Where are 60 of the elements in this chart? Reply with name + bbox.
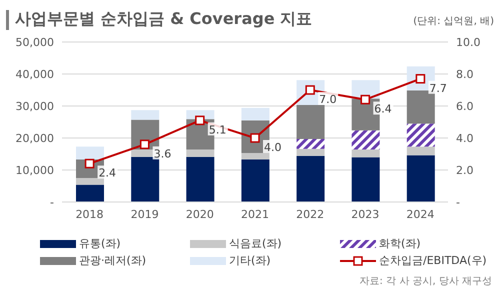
bar — [296, 148, 325, 156]
bar — [186, 150, 214, 157]
point — [84, 158, 94, 168]
y-tick-label: 50,000 — [16, 36, 54, 49]
text: 자료: 각 사 공시, 당사 재구성 — [360, 275, 492, 288]
y-tick-label: 20,000 — [16, 132, 54, 145]
data-label: 4.0 — [264, 141, 282, 154]
legend-label: 관광·레저(좌) — [79, 253, 146, 268]
legend-label: 화학(좌) — [379, 236, 421, 251]
x-tick-label: 2023 — [351, 208, 380, 221]
legend-label: 식음료(좌) — [229, 236, 282, 251]
y-tick-label: 10,000 — [16, 164, 54, 177]
bar — [352, 150, 380, 158]
y2-tick-label: 10.0 — [456, 36, 480, 49]
bar — [76, 178, 104, 185]
x-tick-label: 2024 — [406, 208, 434, 221]
bar — [296, 105, 325, 139]
y2-tick-label: 4.0 — [456, 132, 474, 145]
legend-label: 순차입금/EBITDA(우) — [379, 253, 487, 268]
bar — [131, 110, 160, 120]
data-label: 5.1 — [208, 123, 226, 136]
legend-label: 유통(좌) — [79, 236, 121, 251]
y2-tick-label: 2.0 — [456, 164, 474, 177]
data-label: 3.6 — [154, 147, 172, 160]
data-label: 6.4 — [374, 102, 392, 116]
data-label: 2.4 — [98, 166, 116, 180]
chart-title: 사업부문별 순차입금 & Coverage 지표 — [15, 9, 312, 30]
x-tick-label: 2019 — [130, 208, 159, 221]
point — [360, 94, 370, 104]
x-tick-label: 2020 — [186, 208, 214, 221]
bar — [406, 90, 435, 124]
point — [140, 140, 150, 150]
x-tick-label: 2022 — [296, 208, 324, 221]
bar — [241, 159, 270, 202]
data-label: 7.0 — [319, 93, 337, 106]
bar — [241, 108, 270, 120]
bar — [406, 146, 435, 156]
y2-tick-label: 8.0 — [456, 68, 474, 81]
y-tick-label: 30,000 — [16, 100, 54, 113]
legend-label: 기타(좌) — [229, 253, 271, 268]
x-tick-label: 2021 — [241, 208, 269, 221]
point — [195, 116, 205, 126]
y2-tick-label: - — [456, 196, 460, 209]
bar — [296, 156, 325, 202]
bar — [186, 156, 214, 202]
bar — [406, 124, 435, 147]
bar — [296, 138, 325, 149]
text: (단위: 십억원, 배) — [413, 15, 494, 28]
y-tick-label: 40,000 — [16, 68, 54, 81]
bar — [131, 156, 160, 202]
y2-tick-label: 6.0 — [456, 100, 474, 113]
bar — [241, 153, 270, 160]
data-label: 7.7 — [429, 82, 447, 95]
bar — [76, 146, 104, 160]
bar — [76, 184, 104, 202]
x-tick-label: 2018 — [76, 208, 104, 221]
bar — [406, 155, 435, 202]
bar — [352, 157, 380, 202]
y-tick-label: - — [50, 196, 54, 209]
bar — [352, 130, 380, 150]
